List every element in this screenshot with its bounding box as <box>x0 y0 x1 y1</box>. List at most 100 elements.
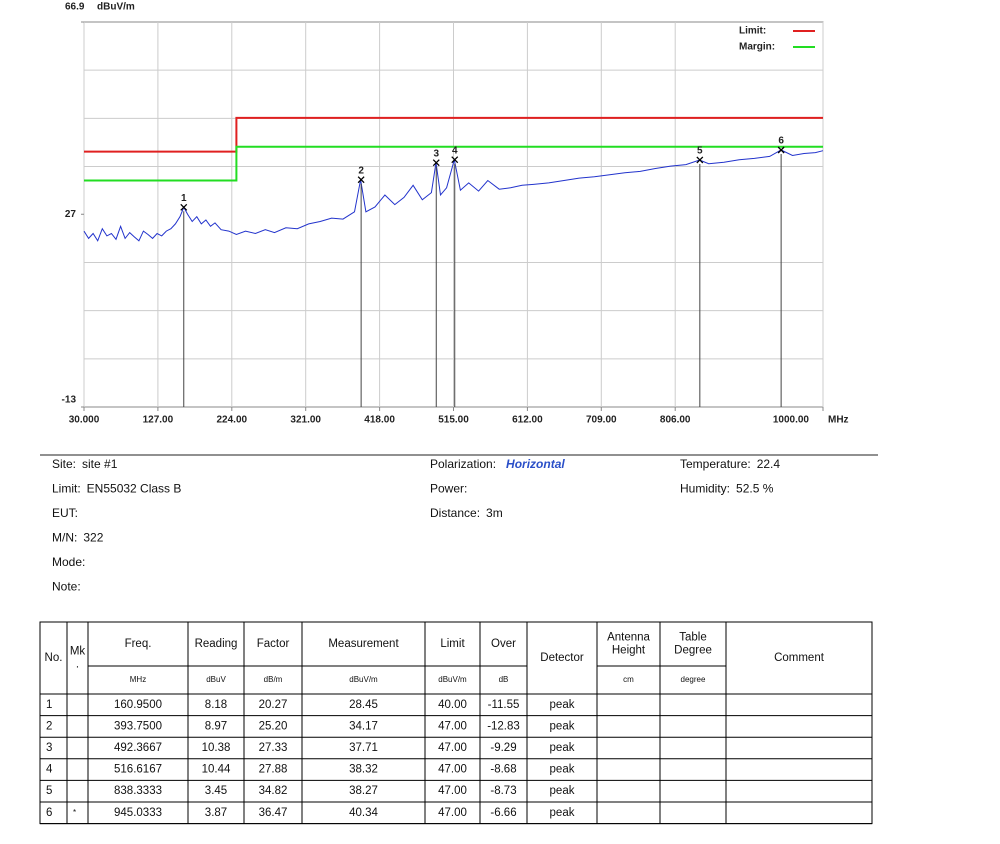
table-cell: 10.38 <box>202 742 231 754</box>
table-cell: 47.00 <box>438 764 467 776</box>
info-field: Site: site #1 <box>52 457 118 471</box>
table-cell: 47.00 <box>438 807 467 819</box>
info-field: Polarization: Horizontal <box>430 457 565 471</box>
info-field: M/N: 322 <box>52 531 104 545</box>
marker <box>777 146 785 154</box>
table-cell: 40.00 <box>438 699 467 711</box>
column-header: Detector <box>540 652 584 664</box>
column-header: Factor <box>257 638 290 650</box>
info-value: site #1 <box>82 457 118 471</box>
table-cell: 36.47 <box>259 807 288 819</box>
column-unit: cm <box>623 675 634 684</box>
info-field: Mode: <box>52 555 85 569</box>
x-unit: MHz <box>828 415 849 426</box>
info-label: Site: <box>52 457 76 471</box>
table-cell: 4 <box>46 764 53 776</box>
table-cell: 38.27 <box>349 785 378 797</box>
table-cell: 47.00 <box>438 720 467 732</box>
table-cell: peak <box>550 807 575 819</box>
info-field: EUT: <box>52 506 78 520</box>
info-label: M/N: <box>52 531 77 545</box>
x-tick-label: 612.00 <box>512 415 543 426</box>
y-tick-label: 27 <box>65 209 77 220</box>
table-cell: 47.00 <box>438 785 467 797</box>
info-label: Humidity: <box>680 482 730 496</box>
table-cell: peak <box>550 764 575 776</box>
legend-label: Limit: <box>739 26 766 37</box>
table-cell: 8.18 <box>205 699 227 711</box>
table-cell: 47.00 <box>438 742 467 754</box>
x-tick-label: 806.00 <box>660 415 691 426</box>
marker <box>696 156 704 164</box>
table-cell: 10.44 <box>202 764 231 776</box>
y-unit: dBuV/m <box>97 2 135 13</box>
x-tick-label: 30.000 <box>69 415 100 426</box>
marker <box>357 176 365 184</box>
table-cell: 38.32 <box>349 764 378 776</box>
info-label: Note: <box>52 580 81 594</box>
info-value: 322 <box>83 531 103 545</box>
column-header: Antenna <box>607 632 650 644</box>
info-value: 22.4 <box>757 457 781 471</box>
x-tick-label: 515.00 <box>438 415 469 426</box>
info-label: Limit: <box>52 482 81 496</box>
x-tick-label: 418.00 <box>364 415 395 426</box>
table-cell: 1 <box>46 699 52 711</box>
column-header: Degree <box>674 645 712 657</box>
legend-label: Margin: <box>739 42 775 53</box>
column-header: Over <box>491 638 516 650</box>
marker <box>451 156 459 164</box>
table-cell: peak <box>550 785 575 797</box>
info-field: Distance: 3m <box>430 506 503 520</box>
table-cell: 34.82 <box>259 785 288 797</box>
info-label: Distance: <box>430 506 480 520</box>
table-cell: 40.34 <box>349 807 378 819</box>
info-field: Note: <box>52 580 81 594</box>
table-cell: 838.3333 <box>114 785 162 797</box>
column-header: Limit <box>440 638 465 650</box>
table-cell: peak <box>550 742 575 754</box>
table-cell: -11.55 <box>488 699 520 711</box>
column-header: Freq. <box>125 638 152 650</box>
table-cell: 3.45 <box>205 785 227 797</box>
table-cell: 37.71 <box>349 742 378 754</box>
column-header: . <box>76 659 79 671</box>
table-cell: 8.97 <box>205 720 227 732</box>
column-unit: MHz <box>130 675 146 684</box>
column-unit: dBuV/m <box>349 675 378 684</box>
info-label: Mode: <box>52 555 85 569</box>
info-value: Horizontal <box>506 457 565 471</box>
x-tick-label: 127.00 <box>143 415 174 426</box>
x-tick-label: 224.00 <box>217 415 248 426</box>
column-header: Measurement <box>328 638 399 650</box>
info-value: 3m <box>486 506 503 520</box>
table-cell: 27.33 <box>259 742 288 754</box>
table-cell: -6.66 <box>490 807 516 819</box>
y-tick-label: -13 <box>62 395 77 406</box>
table-cell: 27.88 <box>259 764 288 776</box>
table-cell: -8.73 <box>490 785 516 797</box>
table-cell: -9.29 <box>490 742 516 754</box>
table-cell: 5 <box>46 785 52 797</box>
info-field: Limit: EN55032 Class B <box>52 482 181 496</box>
info-label: EUT: <box>52 506 78 520</box>
table-cell: -12.83 <box>487 720 520 732</box>
info-label: Polarization: <box>430 457 496 471</box>
table-cell: peak <box>550 720 575 732</box>
column-unit: dB <box>499 675 509 684</box>
marker-label: 6 <box>778 136 784 147</box>
limit-line <box>84 145 823 182</box>
table-cell: 516.6167 <box>114 764 162 776</box>
info-value: EN55032 Class B <box>87 482 182 496</box>
table-cell: 20.27 <box>259 699 288 711</box>
table-cell: 945.0333 <box>114 807 162 819</box>
info-label: Power: <box>430 482 467 496</box>
table-cell: peak <box>550 699 575 711</box>
table-cell: * <box>73 808 76 817</box>
marker-label: 5 <box>697 146 703 157</box>
marker-label: 4 <box>452 145 458 156</box>
table-cell: 28.45 <box>349 699 378 711</box>
table-cell: 492.3667 <box>114 742 162 754</box>
table-cell: 3.87 <box>205 807 227 819</box>
